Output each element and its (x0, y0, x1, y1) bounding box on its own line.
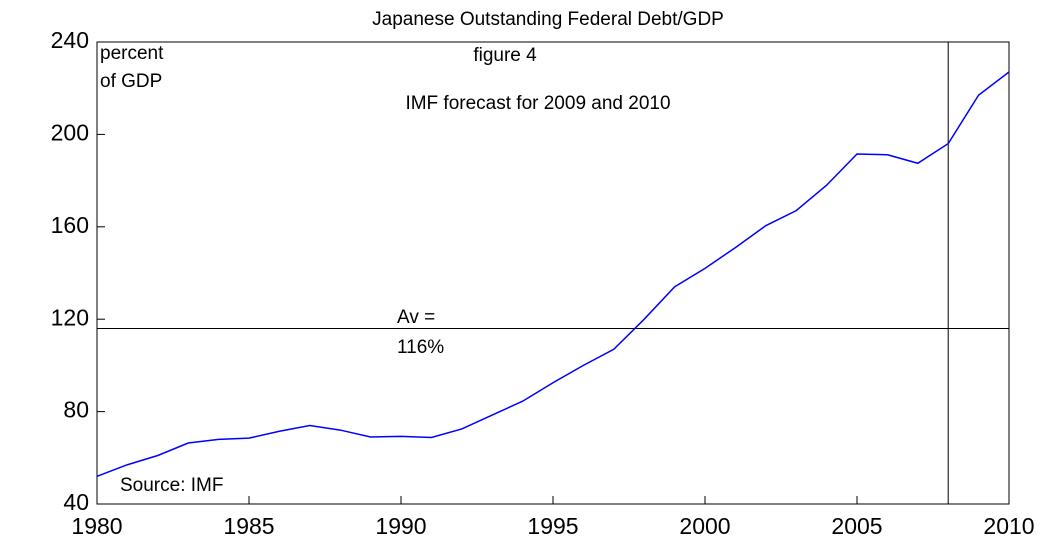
y-tick-label: 160 (51, 212, 89, 238)
x-tick-label: 2000 (679, 513, 730, 539)
y-tick-label: 40 (63, 489, 89, 515)
x-tick-label: 2005 (831, 513, 882, 539)
x-tick-label: 1985 (223, 513, 274, 539)
x-tick-label: 1980 (71, 513, 122, 539)
y-tick-label: 80 (63, 397, 89, 423)
annotation: figure 4 (473, 45, 537, 66)
y-tick-label: 240 (51, 27, 89, 53)
chart-title: Japanese Outstanding Federal Debt/GDP (372, 9, 724, 30)
y-tick-label: 120 (51, 304, 89, 330)
y-tick-label: 200 (51, 119, 89, 145)
annotation: percent (100, 43, 164, 64)
annotation: 116% (397, 337, 444, 358)
data-line (96, 71, 1010, 477)
x-tick-label: 2010 (983, 513, 1034, 539)
annotation: Source: IMF (120, 475, 223, 496)
annotation: of GDP (100, 71, 162, 92)
x-tick-label: 1995 (527, 513, 578, 539)
annotation: IMF forecast for 2009 and 2010 (405, 93, 670, 114)
x-tick-label: 1990 (375, 513, 426, 539)
annotation: Av = (397, 307, 435, 328)
